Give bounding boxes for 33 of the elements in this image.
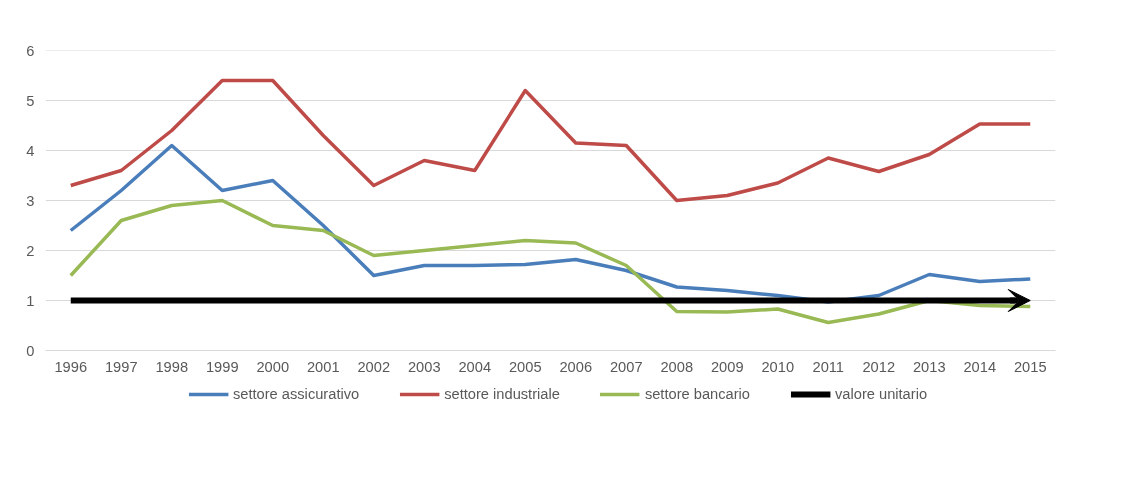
x-tick-label: 2010 xyxy=(761,358,795,375)
legend-label: settore industriale xyxy=(444,386,560,402)
y-tick-label: 6 xyxy=(26,42,35,59)
x-tick-label: 2003 xyxy=(407,358,441,375)
x-tick-label: 2002 xyxy=(357,358,391,375)
x-tick-label: 1997 xyxy=(104,358,138,375)
legend-label: settore bancario xyxy=(644,386,750,402)
x-tick-label: 2014 xyxy=(963,358,997,375)
x-tick-label: 2011 xyxy=(812,358,845,375)
legend-label: settore assicurativo xyxy=(232,386,360,402)
x-tick-label: 2000 xyxy=(256,358,290,375)
x-tick-label: 2005 xyxy=(508,358,542,375)
y-tick-label: 0 xyxy=(26,342,35,359)
line-series xyxy=(69,198,1032,325)
y-tick-label: 1 xyxy=(26,292,35,309)
x-tick-label: 2009 xyxy=(710,358,744,375)
x-tick-label: 2013 xyxy=(912,358,946,375)
y-tick-label: 3 xyxy=(26,192,35,209)
y-tick-label: 4 xyxy=(26,142,35,159)
x-tick-label: 2007 xyxy=(609,358,643,375)
x-tick-label: 2008 xyxy=(660,358,694,375)
x-tick-label: 1996 xyxy=(54,358,88,375)
x-tick-label: 2015 xyxy=(1013,358,1047,375)
x-tick-label: 2001 xyxy=(306,358,340,375)
legend-label: valore unitario xyxy=(835,386,928,402)
x-tick-label: 1999 xyxy=(205,358,239,375)
y-tick-label: 5 xyxy=(26,92,35,109)
x-tick-label: 1998 xyxy=(155,358,189,375)
x-tick-label: 2004 xyxy=(458,358,492,375)
x-tick-label: 2012 xyxy=(862,358,896,375)
y-tick-label: 2 xyxy=(26,242,35,259)
line-series xyxy=(69,78,1032,203)
x-tick-label: 2006 xyxy=(559,358,593,375)
